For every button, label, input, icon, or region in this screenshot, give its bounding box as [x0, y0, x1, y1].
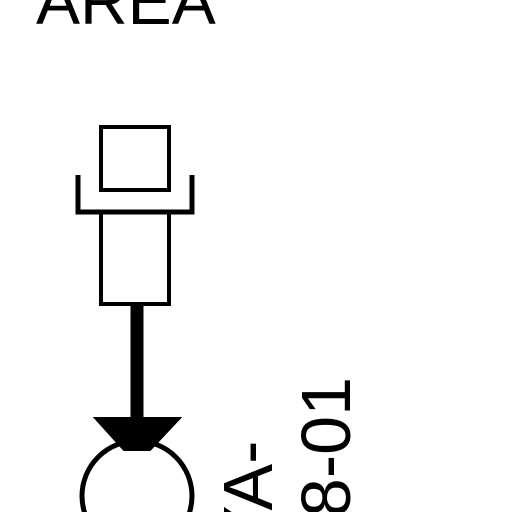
area-title: AREA — [36, 0, 216, 38]
connector-bracket — [75, 175, 195, 215]
node-circle — [79, 438, 195, 512]
connector-top — [99, 125, 171, 192]
label-number: 08-01 — [287, 377, 365, 512]
connector-symbol — [75, 125, 195, 512]
connector-body — [99, 210, 171, 306]
label-ya: YA- — [209, 441, 287, 512]
funnel — [92, 417, 183, 451]
